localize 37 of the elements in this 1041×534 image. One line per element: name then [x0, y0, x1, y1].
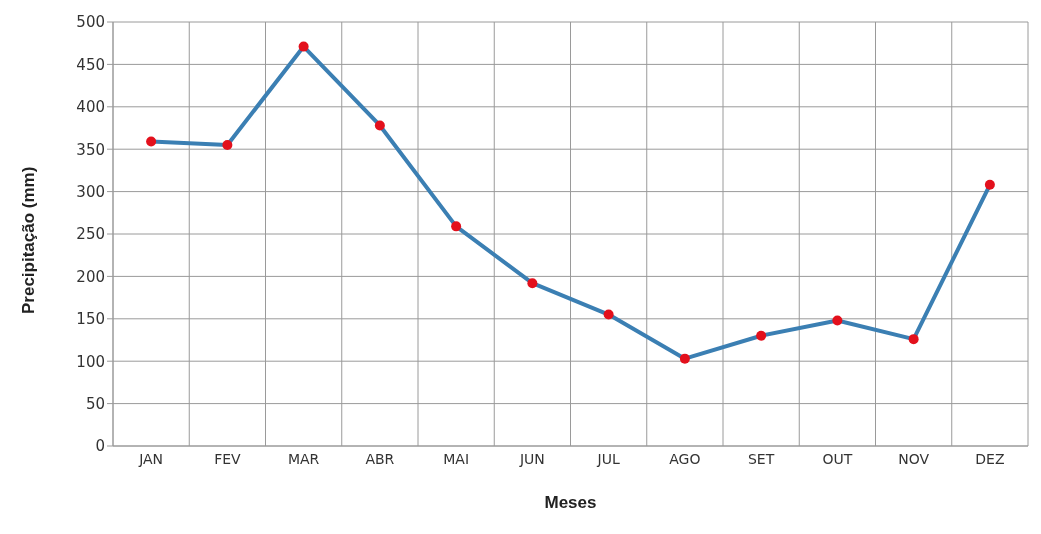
point [679, 353, 690, 364]
x-tick-label: MAR [287, 450, 320, 467]
x-tick-label: JUL [596, 450, 620, 467]
y-tick-label: 250 [76, 225, 105, 244]
x-tick-label: NOV [898, 450, 930, 467]
y-tick-label: 150 [76, 310, 105, 329]
x-tick-label: FEV [214, 450, 242, 467]
y-tick-label: 500 [76, 13, 105, 32]
point [832, 315, 843, 326]
x-tick-label: SET [747, 450, 775, 467]
x-tick-label: DEZ [975, 450, 1005, 467]
y-tick-label: 100 [76, 352, 105, 371]
point [603, 309, 614, 320]
x-tick-label: ABR [365, 450, 395, 467]
point [908, 334, 919, 345]
x-tick-label: JUN [518, 450, 545, 467]
point [756, 330, 767, 341]
point [527, 278, 538, 289]
point [984, 179, 995, 190]
point [374, 120, 385, 131]
x-tick-label: JAN [138, 450, 164, 467]
point [298, 41, 309, 52]
y-tick-label: 200 [76, 267, 105, 286]
x-tick-label: AGO [669, 450, 701, 467]
x-axis-title: Meses [544, 493, 597, 512]
point [146, 136, 157, 147]
x-tick-label: MAI [443, 450, 470, 467]
y-tick-label: 450 [76, 55, 105, 74]
x-tick-label: OUT [822, 450, 853, 467]
y-axis-title: Precipitação (mm) [19, 166, 39, 314]
y-tick-label: 300 [76, 182, 105, 201]
point [222, 139, 233, 150]
y-tick-label: 400 [76, 98, 105, 117]
y-tick-label: 50 [85, 394, 105, 413]
y-tick-label: 350 [76, 140, 105, 159]
point [451, 221, 462, 232]
y-tick-label: 0 [95, 437, 105, 456]
